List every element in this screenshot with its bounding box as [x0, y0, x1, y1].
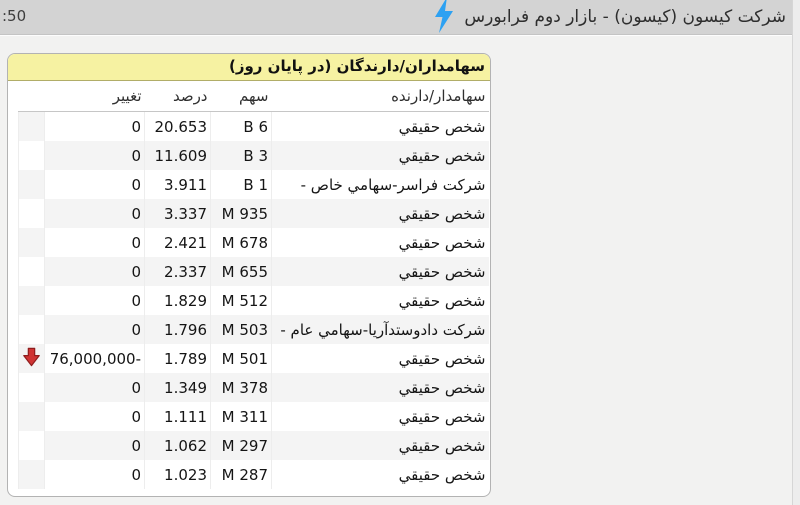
change-cell: 0: [44, 228, 145, 257]
table-row[interactable]: شخص حقيقي 297 M 1.062 0: [18, 431, 489, 460]
percent-cell: 2.421: [144, 228, 211, 257]
percent-cell: 20.653: [144, 111, 211, 141]
table-row[interactable]: شخص حقيقي 501 M 1.789 -76,000,000: [18, 344, 489, 373]
lightning-icon: [432, 0, 456, 33]
shares-cell: 287 M: [210, 460, 272, 489]
column-header-shares: سهم: [210, 81, 272, 112]
percent-cell: 1.111: [144, 402, 211, 431]
holder-cell: شخص حقيقي: [271, 402, 489, 431]
change-icon-cell: [18, 344, 45, 373]
change-cell: 0: [44, 460, 145, 489]
shares-cell: 501 M: [210, 344, 272, 373]
table-row[interactable]: شخص حقيقي 655 M 2.337 0: [18, 257, 489, 286]
change-icon-cell: [18, 460, 45, 489]
percent-cell: 3.337: [144, 199, 211, 228]
change-cell: 0: [44, 199, 145, 228]
shares-cell: 503 M: [210, 315, 272, 344]
holder-cell: شخص حقيقي: [271, 373, 489, 402]
shares-cell: 297 M: [210, 431, 272, 460]
holder-cell: شخص حقيقي: [271, 111, 489, 141]
table-row[interactable]: شخص حقيقي 512 M 1.829 0: [18, 286, 489, 315]
change-icon-cell: [18, 373, 45, 402]
header-row: سهامدار/دارنده سهم درصد تغيير: [18, 81, 489, 112]
shares-cell: 1 B: [210, 170, 272, 199]
company-title: شرکت کيسون (کيسون) - بازار دوم فرابورس: [464, 7, 786, 27]
change-cell: 0: [44, 257, 145, 286]
change-icon-cell: [18, 257, 45, 286]
change-cell: 0: [44, 402, 145, 431]
shares-cell: 6 B: [210, 111, 272, 141]
table-row[interactable]: شخص حقيقي 678 M 2.421 0: [18, 228, 489, 257]
change-icon-cell: [18, 402, 45, 431]
holder-cell: شرکت دادوستدآريا-سهامي عام -: [271, 315, 489, 344]
table-row[interactable]: شخص حقيقي 378 M 1.349 0: [18, 373, 489, 402]
percent-cell: 11.609: [144, 141, 211, 170]
table-row[interactable]: شخص حقيقي 3 B 11.609 0: [18, 141, 489, 170]
percent-cell: 2.337: [144, 257, 211, 286]
change-icon-cell: [18, 111, 45, 141]
change-cell: 0: [44, 111, 145, 141]
change-cell: 0: [44, 431, 145, 460]
clock-time-fragment: :50: [2, 7, 27, 25]
change-down-arrow-icon: [22, 347, 41, 371]
holder-cell: شخص حقيقي: [271, 199, 489, 228]
column-header-holder: سهامدار/دارنده: [271, 81, 489, 112]
table-row[interactable]: شرکت دادوستدآريا-سهامي عام - 503 M 1.796…: [18, 315, 489, 344]
shares-cell: 378 M: [210, 373, 272, 402]
holder-cell: شخص حقيقي: [271, 141, 489, 170]
shares-cell: 3 B: [210, 141, 272, 170]
holder-cell: شخص حقيقي: [271, 228, 489, 257]
change-icon-cell: [18, 199, 45, 228]
shares-cell: 655 M: [210, 257, 272, 286]
percent-cell: 1.829: [144, 286, 211, 315]
holders-table: سهامدار/دارنده سهم درصد تغيير شخص حقيقي …: [18, 81, 489, 489]
change-cell: -76,000,000: [44, 344, 145, 373]
shareholders-panel: سهامداران/دارندگان (در پايان روز) سهامدا…: [7, 53, 491, 497]
column-header-icon: [18, 81, 45, 112]
holder-cell: شخص حقيقي: [271, 460, 489, 489]
shares-cell: 678 M: [210, 228, 272, 257]
table-row[interactable]: شخص حقيقي 311 M 1.111 0: [18, 402, 489, 431]
percent-cell: 1.789: [144, 344, 211, 373]
table-row[interactable]: شخص حقيقي 935 M 3.337 0: [18, 199, 489, 228]
app-header: :50 شرکت کيسون (کيسون) - بازار دوم فرابو…: [0, 0, 793, 35]
panel-title: سهامداران/دارندگان (در پايان روز): [8, 54, 490, 81]
change-icon-cell: [18, 141, 45, 170]
change-cell: 0: [44, 373, 145, 402]
shares-cell: 512 M: [210, 286, 272, 315]
change-icon-cell: [18, 431, 45, 460]
change-cell: 0: [44, 286, 145, 315]
percent-cell: 1.023: [144, 460, 211, 489]
percent-cell: 1.062: [144, 431, 211, 460]
percent-cell: 3.911: [144, 170, 211, 199]
percent-cell: 1.349: [144, 373, 211, 402]
change-icon-cell: [18, 170, 45, 199]
shares-cell: 935 M: [210, 199, 272, 228]
change-cell: 0: [44, 170, 145, 199]
change-cell: 0: [44, 141, 145, 170]
holder-cell: شخص حقيقي: [271, 344, 489, 373]
vertical-scrollbar[interactable]: [792, 0, 800, 505]
change-icon-cell: [18, 228, 45, 257]
holder-cell: شرکت فراسر-سهامي خاص -: [271, 170, 489, 199]
holder-cell: شخص حقيقي: [271, 257, 489, 286]
column-header-change: تغيير: [44, 81, 145, 112]
change-icon-cell: [18, 286, 45, 315]
holders-tbody: شخص حقيقي 6 B 20.653 0 شخص حقيقي 3 B 11.…: [18, 111, 489, 489]
holder-cell: شخص حقيقي: [271, 286, 489, 315]
table-row[interactable]: شخص حقيقي 6 B 20.653 0: [18, 111, 489, 141]
table-row[interactable]: شخص حقيقي 287 M 1.023 0: [18, 460, 489, 489]
holder-cell: شخص حقيقي: [271, 431, 489, 460]
shares-cell: 311 M: [210, 402, 272, 431]
change-icon-cell: [18, 315, 45, 344]
table-row[interactable]: شرکت فراسر-سهامي خاص - 1 B 3.911 0: [18, 170, 489, 199]
percent-cell: 1.796: [144, 315, 211, 344]
change-cell: 0: [44, 315, 145, 344]
column-header-percent: درصد: [144, 81, 211, 112]
